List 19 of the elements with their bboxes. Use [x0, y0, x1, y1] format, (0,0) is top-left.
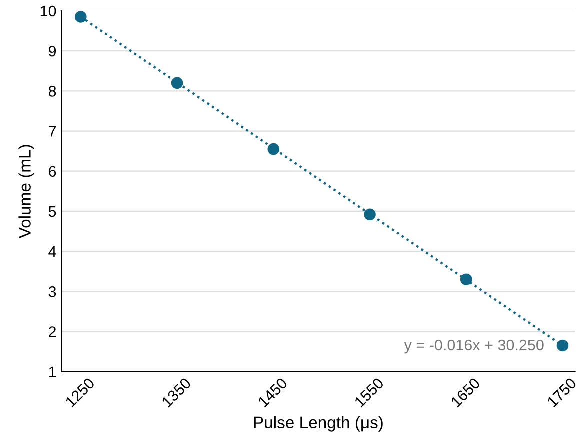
point [268, 143, 280, 156]
y-tick-label: 7 [49, 126, 56, 137]
y-tick-label: 10 [40, 6, 56, 17]
point [460, 274, 472, 286]
x-axis-title: Pulse Length (μs) [254, 416, 383, 432]
y-tick-label: 2 [49, 326, 56, 338]
point [556, 340, 569, 352]
point [364, 208, 376, 221]
y-tick-label: 4 [48, 246, 56, 258]
y-tick-label: 3 [48, 286, 56, 298]
annotation: y = -0.016x + 30.250 [404, 340, 544, 354]
y-axis-title: Volume (mL) [18, 145, 34, 239]
y-tick-label: 1 [49, 366, 56, 378]
point [75, 11, 87, 23]
y-tick-label: 6 [49, 166, 56, 178]
y-tick-label: 9 [48, 46, 56, 57]
y-tick-label: 5 [48, 206, 56, 218]
point [171, 77, 184, 90]
y-tick-label: 8 [48, 86, 56, 97]
